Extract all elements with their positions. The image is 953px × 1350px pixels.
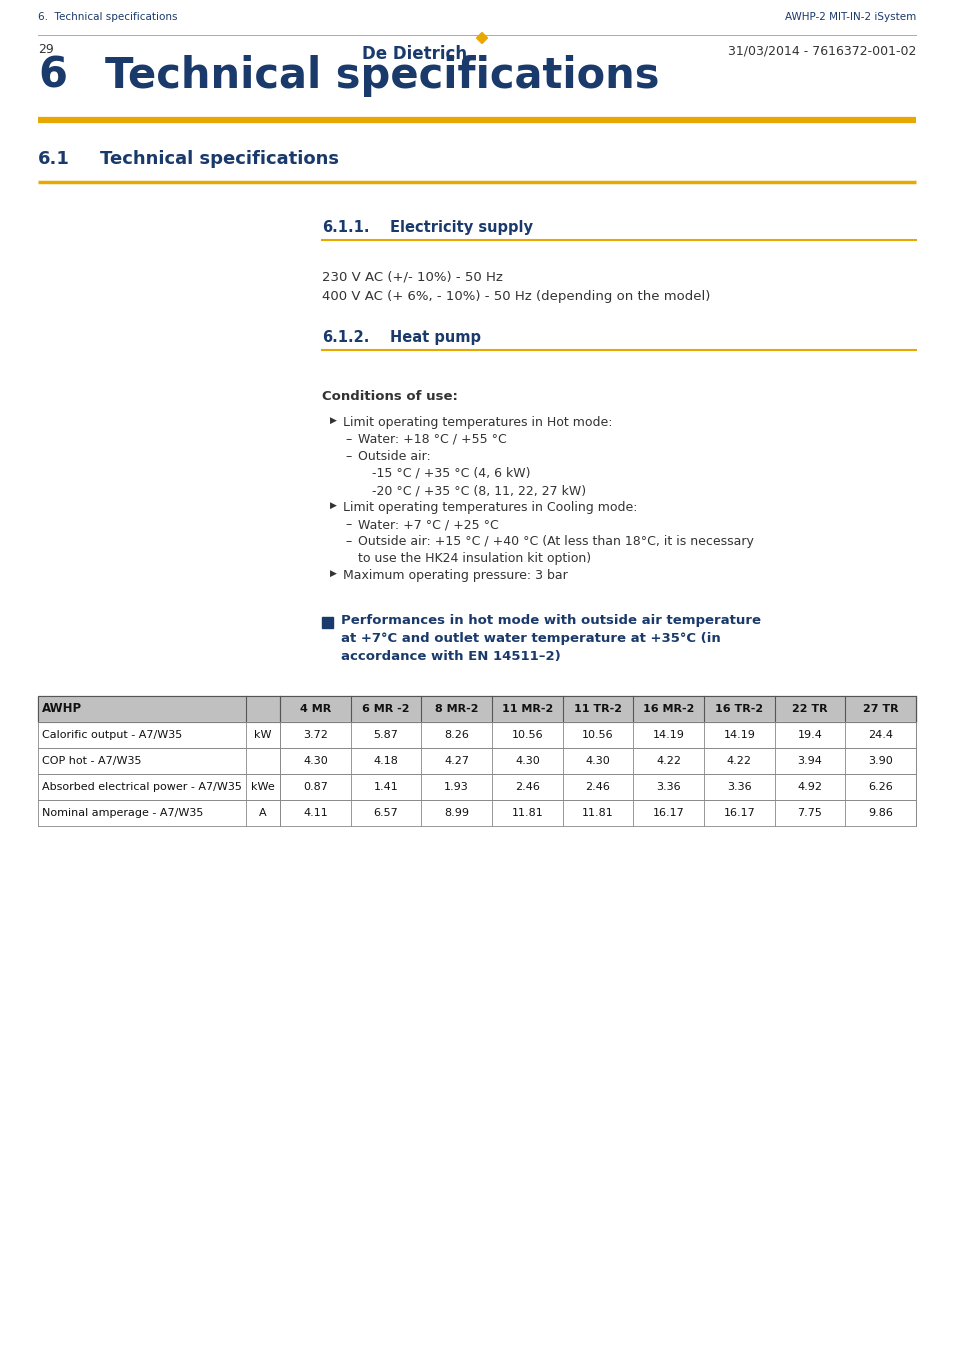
- Text: 0.87: 0.87: [303, 782, 328, 792]
- Text: COP hot - A7/W35: COP hot - A7/W35: [42, 756, 141, 765]
- Text: 19.4: 19.4: [797, 730, 821, 740]
- Text: 8.99: 8.99: [444, 809, 469, 818]
- Text: Limit operating temperatures in Cooling mode:: Limit operating temperatures in Cooling …: [343, 501, 637, 514]
- Text: 11 TR-2: 11 TR-2: [574, 703, 621, 714]
- Text: Technical specifications: Technical specifications: [100, 150, 338, 167]
- Text: kWe: kWe: [251, 782, 274, 792]
- Text: –: –: [345, 433, 351, 446]
- Text: Technical specifications: Technical specifications: [105, 55, 659, 97]
- Text: 3.36: 3.36: [726, 782, 751, 792]
- Text: 4 MR: 4 MR: [299, 703, 331, 714]
- Polygon shape: [476, 32, 487, 43]
- Text: A: A: [259, 809, 267, 818]
- Text: Performances in hot mode with outside air temperature: Performances in hot mode with outside ai…: [340, 614, 760, 626]
- Text: kW: kW: [254, 730, 272, 740]
- Text: Outside air: +15 °C / +40 °C (At less than 18°C, it is necessary: Outside air: +15 °C / +40 °C (At less th…: [357, 535, 753, 548]
- Text: 24.4: 24.4: [867, 730, 892, 740]
- Text: 4.92: 4.92: [797, 782, 821, 792]
- Text: Water: +18 °C / +55 °C: Water: +18 °C / +55 °C: [357, 433, 506, 446]
- Text: ▶: ▶: [330, 416, 336, 425]
- Text: Calorific output - A7/W35: Calorific output - A7/W35: [42, 730, 182, 740]
- Text: AWHP-2 MIT-IN-2 iSystem: AWHP-2 MIT-IN-2 iSystem: [784, 12, 915, 22]
- Text: 10.56: 10.56: [511, 730, 542, 740]
- Text: 6.1.1.: 6.1.1.: [322, 220, 369, 235]
- Text: 2.46: 2.46: [585, 782, 610, 792]
- Text: 1.93: 1.93: [444, 782, 469, 792]
- Text: at +7°C and outlet water temperature at +35°C (in: at +7°C and outlet water temperature at …: [340, 632, 720, 645]
- Text: Electricity supply: Electricity supply: [390, 220, 533, 235]
- Text: –: –: [345, 518, 351, 531]
- Text: 4.22: 4.22: [726, 756, 751, 765]
- Text: 14.19: 14.19: [722, 730, 755, 740]
- Text: 4.11: 4.11: [303, 809, 328, 818]
- Text: 1.41: 1.41: [374, 782, 398, 792]
- Text: Maximum operating pressure: 3 bar: Maximum operating pressure: 3 bar: [343, 568, 567, 582]
- Text: 3.94: 3.94: [797, 756, 821, 765]
- Bar: [38, 801, 915, 826]
- Bar: [322, 617, 333, 628]
- Text: 6 MR -2: 6 MR -2: [362, 703, 410, 714]
- Bar: [38, 722, 915, 748]
- Text: Limit operating temperatures in Hot mode:: Limit operating temperatures in Hot mode…: [343, 416, 612, 429]
- Text: ▶: ▶: [330, 501, 336, 510]
- Text: 22 TR: 22 TR: [791, 703, 827, 714]
- Text: 6.1.2.: 6.1.2.: [322, 329, 369, 346]
- Text: 11 MR-2: 11 MR-2: [501, 703, 553, 714]
- Text: 230 V AC (+/- 10%) - 50 Hz: 230 V AC (+/- 10%) - 50 Hz: [322, 270, 502, 284]
- Text: 6.  Technical specifications: 6. Technical specifications: [38, 12, 177, 22]
- Text: 11.81: 11.81: [511, 809, 542, 818]
- Text: 8 MR-2: 8 MR-2: [435, 703, 477, 714]
- Text: 3.72: 3.72: [303, 730, 328, 740]
- Text: 400 V AC (+ 6%, - 10%) - 50 Hz (depending on the model): 400 V AC (+ 6%, - 10%) - 50 Hz (dependin…: [322, 290, 710, 302]
- Text: accordance with EN 14511–2): accordance with EN 14511–2): [340, 649, 560, 663]
- Text: Water: +7 °C / +25 °C: Water: +7 °C / +25 °C: [357, 518, 498, 531]
- Text: 10.56: 10.56: [581, 730, 613, 740]
- Text: 31/03/2014 - 7616372-001-02: 31/03/2014 - 7616372-001-02: [727, 45, 915, 58]
- Text: 4.30: 4.30: [585, 756, 610, 765]
- Text: 4.18: 4.18: [374, 756, 398, 765]
- Text: Absorbed electrical power - A7/W35: Absorbed electrical power - A7/W35: [42, 782, 242, 792]
- Bar: [38, 748, 915, 774]
- Text: 7.75: 7.75: [797, 809, 821, 818]
- Text: 16.17: 16.17: [652, 809, 684, 818]
- Text: 3.36: 3.36: [656, 782, 680, 792]
- Text: 8.26: 8.26: [444, 730, 469, 740]
- Text: 29: 29: [38, 43, 53, 55]
- Text: Outside air:: Outside air:: [357, 450, 431, 463]
- Text: -15 °C / +35 °C (4, 6 kW): -15 °C / +35 °C (4, 6 kW): [372, 467, 530, 481]
- Text: 6.1: 6.1: [38, 150, 70, 167]
- Text: 14.19: 14.19: [652, 730, 684, 740]
- Text: ▶: ▶: [330, 568, 336, 578]
- Text: 2.46: 2.46: [515, 782, 539, 792]
- Text: Nominal amperage - A7/W35: Nominal amperage - A7/W35: [42, 809, 203, 818]
- Text: 16 TR-2: 16 TR-2: [715, 703, 762, 714]
- Text: 4.22: 4.22: [656, 756, 680, 765]
- Text: 6.57: 6.57: [374, 809, 398, 818]
- Text: 16.17: 16.17: [722, 809, 755, 818]
- Text: –: –: [345, 450, 351, 463]
- Text: 6.26: 6.26: [867, 782, 892, 792]
- Text: De Dietrich: De Dietrich: [361, 45, 467, 63]
- Bar: [38, 697, 915, 722]
- Text: 27 TR: 27 TR: [862, 703, 898, 714]
- Text: -20 °C / +35 °C (8, 11, 22, 27 kW): -20 °C / +35 °C (8, 11, 22, 27 kW): [372, 485, 585, 497]
- Bar: [38, 697, 915, 722]
- Text: to use the HK24 insulation kit option): to use the HK24 insulation kit option): [357, 552, 591, 566]
- Text: Conditions of use:: Conditions of use:: [322, 390, 457, 404]
- Text: 4.30: 4.30: [303, 756, 328, 765]
- Text: 5.87: 5.87: [374, 730, 398, 740]
- Text: 11.81: 11.81: [581, 809, 613, 818]
- Text: –: –: [345, 535, 351, 548]
- Text: 4.27: 4.27: [444, 756, 469, 765]
- Text: AWHP: AWHP: [42, 702, 82, 716]
- Text: 9.86: 9.86: [867, 809, 892, 818]
- Text: 4.30: 4.30: [515, 756, 539, 765]
- Text: 16 MR-2: 16 MR-2: [642, 703, 694, 714]
- Text: Heat pump: Heat pump: [390, 329, 480, 346]
- Text: 6: 6: [38, 55, 67, 97]
- Text: 3.90: 3.90: [867, 756, 892, 765]
- Bar: [38, 774, 915, 801]
